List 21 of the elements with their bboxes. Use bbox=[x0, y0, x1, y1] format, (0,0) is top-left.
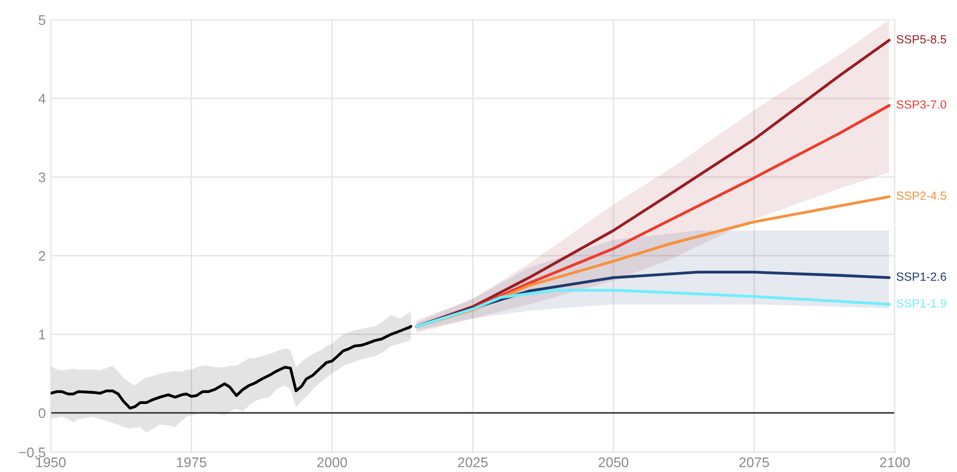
y-tick-label: 3 bbox=[38, 172, 46, 182]
line-series bbox=[415, 288, 891, 328]
y-tick-label: 5 bbox=[38, 15, 46, 25]
series-label: SSP1-2.6 bbox=[896, 272, 946, 281]
x-tick-label: 2025 bbox=[458, 457, 488, 468]
y-tick-label: 2 bbox=[38, 250, 46, 261]
x-tick-label: 1950 bbox=[36, 457, 66, 468]
x-tick-label: 1975 bbox=[177, 457, 206, 468]
series-label: SSP2-4.5 bbox=[896, 192, 946, 200]
series-label: SSP3-7.0 bbox=[896, 100, 946, 109]
x-tick-label: 2075 bbox=[739, 457, 769, 468]
line-series bbox=[50, 325, 412, 410]
y-tick-label: 4 bbox=[38, 94, 46, 104]
series-label: SSP1-1.9 bbox=[896, 299, 946, 308]
x-tick-label: 2000 bbox=[317, 457, 347, 468]
x-tick-label: 2100 bbox=[880, 457, 910, 468]
y-tick-label: 1 bbox=[39, 330, 46, 340]
y-tick-label: 0 bbox=[38, 408, 46, 418]
y-tick-label: −0,5 bbox=[19, 448, 46, 459]
x-tick-label: 2050 bbox=[598, 457, 628, 468]
series-label: SSP5-8.5 bbox=[896, 35, 946, 44]
